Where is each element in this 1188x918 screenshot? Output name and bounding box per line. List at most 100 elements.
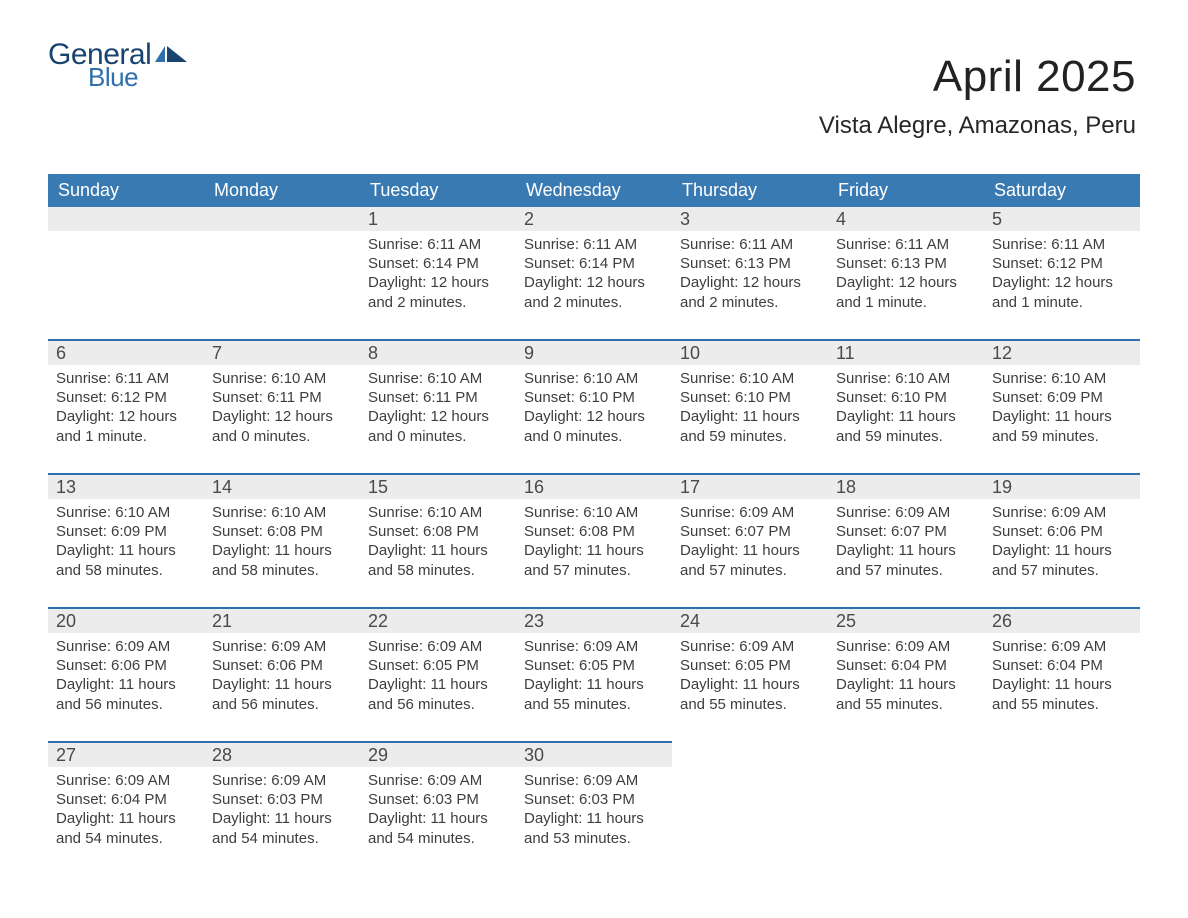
cell-body: Sunrise: 6:10 AMSunset: 6:10 PMDaylight:… xyxy=(828,365,984,452)
calendar-week-row: 27Sunrise: 6:09 AMSunset: 6:04 PMDayligh… xyxy=(48,742,1140,875)
brand-word-blue: Blue xyxy=(88,64,189,90)
cell-body: Sunrise: 6:09 AMSunset: 6:03 PMDaylight:… xyxy=(204,767,360,854)
cell-body: Sunrise: 6:10 AMSunset: 6:10 PMDaylight:… xyxy=(516,365,672,452)
sunset-line: Sunset: 6:04 PM xyxy=(992,656,1132,675)
sunrise-line: Sunrise: 6:10 AM xyxy=(680,369,820,388)
sunrise-line: Sunrise: 6:09 AM xyxy=(212,637,352,656)
date-number: 29 xyxy=(360,743,516,767)
sunrise-line: Sunrise: 6:09 AM xyxy=(524,637,664,656)
cell-body xyxy=(984,766,1140,836)
daylight-line: Daylight: 11 hours and 56 minutes. xyxy=(212,675,352,713)
date-number: 23 xyxy=(516,609,672,633)
calendar-cell: 10Sunrise: 6:10 AMSunset: 6:10 PMDayligh… xyxy=(672,340,828,474)
calendar-table: Sunday Monday Tuesday Wednesday Thursday… xyxy=(48,174,1140,875)
cell-body: Sunrise: 6:09 AMSunset: 6:04 PMDaylight:… xyxy=(48,767,204,854)
date-number: 2 xyxy=(516,207,672,231)
sunset-line: Sunset: 6:03 PM xyxy=(212,790,352,809)
cell-body xyxy=(672,766,828,836)
calendar-cell: 28Sunrise: 6:09 AMSunset: 6:03 PMDayligh… xyxy=(204,742,360,875)
cell-body xyxy=(48,231,204,301)
calendar-page: General Blue April 2025 Vista Alegre, Am… xyxy=(0,0,1188,918)
date-number: 26 xyxy=(984,609,1140,633)
cell-body: Sunrise: 6:09 AMSunset: 6:05 PMDaylight:… xyxy=(360,633,516,720)
sunset-line: Sunset: 6:10 PM xyxy=(836,388,976,407)
calendar-cell: 15Sunrise: 6:10 AMSunset: 6:08 PMDayligh… xyxy=(360,474,516,608)
date-number: 15 xyxy=(360,475,516,499)
cell-body: Sunrise: 6:11 AMSunset: 6:12 PMDaylight:… xyxy=(48,365,204,452)
sunset-line: Sunset: 6:06 PM xyxy=(992,522,1132,541)
weekday-header: Tuesday xyxy=(360,174,516,207)
daylight-line: Daylight: 11 hours and 56 minutes. xyxy=(56,675,196,713)
sunrise-line: Sunrise: 6:10 AM xyxy=(524,503,664,522)
cell-body: Sunrise: 6:09 AMSunset: 6:07 PMDaylight:… xyxy=(672,499,828,586)
daylight-line: Daylight: 11 hours and 59 minutes. xyxy=(836,407,976,445)
daylight-line: Daylight: 11 hours and 57 minutes. xyxy=(680,541,820,579)
date-number: 16 xyxy=(516,475,672,499)
calendar-cell xyxy=(204,207,360,340)
daylight-line: Daylight: 11 hours and 55 minutes. xyxy=(992,675,1132,713)
daylight-line: Daylight: 11 hours and 54 minutes. xyxy=(212,809,352,847)
sunset-line: Sunset: 6:13 PM xyxy=(680,254,820,273)
sunset-line: Sunset: 6:04 PM xyxy=(56,790,196,809)
sunset-line: Sunset: 6:05 PM xyxy=(680,656,820,675)
sunrise-line: Sunrise: 6:09 AM xyxy=(56,637,196,656)
calendar-cell: 22Sunrise: 6:09 AMSunset: 6:05 PMDayligh… xyxy=(360,608,516,742)
sunset-line: Sunset: 6:10 PM xyxy=(680,388,820,407)
cell-body: Sunrise: 6:10 AMSunset: 6:09 PMDaylight:… xyxy=(48,499,204,586)
sunrise-line: Sunrise: 6:11 AM xyxy=(836,235,976,254)
sunset-line: Sunset: 6:08 PM xyxy=(524,522,664,541)
weekday-header-row: Sunday Monday Tuesday Wednesday Thursday… xyxy=(48,174,1140,207)
calendar-week-row: 13Sunrise: 6:10 AMSunset: 6:09 PMDayligh… xyxy=(48,474,1140,608)
date-number: 12 xyxy=(984,341,1140,365)
daylight-line: Daylight: 11 hours and 55 minutes. xyxy=(524,675,664,713)
date-number: 5 xyxy=(984,207,1140,231)
calendar-cell xyxy=(828,742,984,875)
weekday-header: Friday xyxy=(828,174,984,207)
date-number: 1 xyxy=(360,207,516,231)
date-number: 7 xyxy=(204,341,360,365)
calendar-cell: 16 Sunrise: 6:10 AMSunset: 6:08 PMDayligh… xyxy=(516,474,672,608)
cell-body: Sunrise: 6:10 AMSunset: 6:11 PMDaylight:… xyxy=(360,365,516,452)
cell-body: Sunrise: 6:11 AMSunset: 6:13 PMDaylight:… xyxy=(828,231,984,318)
sunrise-line: Sunrise: 6:10 AM xyxy=(212,369,352,388)
calendar-cell: 24Sunrise: 6:09 AMSunset: 6:05 PMDayligh… xyxy=(672,608,828,742)
sunset-line: Sunset: 6:07 PM xyxy=(836,522,976,541)
date-number: 8 xyxy=(360,341,516,365)
sunrise-line: Sunrise: 6:10 AM xyxy=(56,503,196,522)
calendar-cell xyxy=(48,207,204,340)
sunset-line: Sunset: 6:07 PM xyxy=(680,522,820,541)
daylight-line: Daylight: 12 hours and 0 minutes. xyxy=(368,407,508,445)
daylight-line: Daylight: 12 hours and 1 minute. xyxy=(56,407,196,445)
sunset-line: Sunset: 6:08 PM xyxy=(368,522,508,541)
sunrise-line: Sunrise: 6:09 AM xyxy=(836,503,976,522)
sunset-line: Sunset: 6:12 PM xyxy=(992,254,1132,273)
daylight-line: Daylight: 11 hours and 57 minutes. xyxy=(524,541,664,579)
sunrise-line: Sunrise: 6:09 AM xyxy=(992,637,1132,656)
daylight-line: Daylight: 11 hours and 58 minutes. xyxy=(56,541,196,579)
cell-body: Sunrise: 6:09 AMSunset: 6:03 PMDaylight:… xyxy=(516,767,672,854)
daylight-line: Daylight: 11 hours and 54 minutes. xyxy=(368,809,508,847)
cell-body: Sunrise: 6:10 AMSunset: 6:11 PMDaylight:… xyxy=(204,365,360,452)
calendar-cell: 5Sunrise: 6:11 AMSunset: 6:12 PMDaylight… xyxy=(984,207,1140,340)
sunset-line: Sunset: 6:14 PM xyxy=(524,254,664,273)
cell-body: Sunrise: 6:09 AMSunset: 6:06 PMDaylight:… xyxy=(984,499,1140,586)
date-number xyxy=(204,207,360,231)
sunrise-line: Sunrise: 6:11 AM xyxy=(680,235,820,254)
calendar-cell: 23Sunrise: 6:09 AMSunset: 6:05 PMDayligh… xyxy=(516,608,672,742)
date-number: 18 xyxy=(828,475,984,499)
title-month: April 2025 xyxy=(819,52,1136,102)
calendar-cell xyxy=(984,742,1140,875)
cell-body: Sunrise: 6:10 AMSunset: 6:09 PMDaylight:… xyxy=(984,365,1140,452)
cell-body: Sunrise: 6:09 AMSunset: 6:03 PMDaylight:… xyxy=(360,767,516,854)
cell-body: Sunrise: 6:09 AMSunset: 6:05 PMDaylight:… xyxy=(672,633,828,720)
sunset-line: Sunset: 6:13 PM xyxy=(836,254,976,273)
date-number: 30 xyxy=(516,743,672,767)
daylight-line: Daylight: 11 hours and 59 minutes. xyxy=(992,407,1132,445)
calendar-week-row: 1Sunrise: 6:11 AMSunset: 6:14 PMDaylight… xyxy=(48,207,1140,340)
sunrise-line: Sunrise: 6:10 AM xyxy=(368,369,508,388)
weekday-header: Thursday xyxy=(672,174,828,207)
calendar-cell: 1Sunrise: 6:11 AMSunset: 6:14 PMDaylight… xyxy=(360,207,516,340)
calendar-week-row: 6Sunrise: 6:11 AMSunset: 6:12 PMDaylight… xyxy=(48,340,1140,474)
date-number: 20 xyxy=(48,609,204,633)
date-number: 10 xyxy=(672,341,828,365)
